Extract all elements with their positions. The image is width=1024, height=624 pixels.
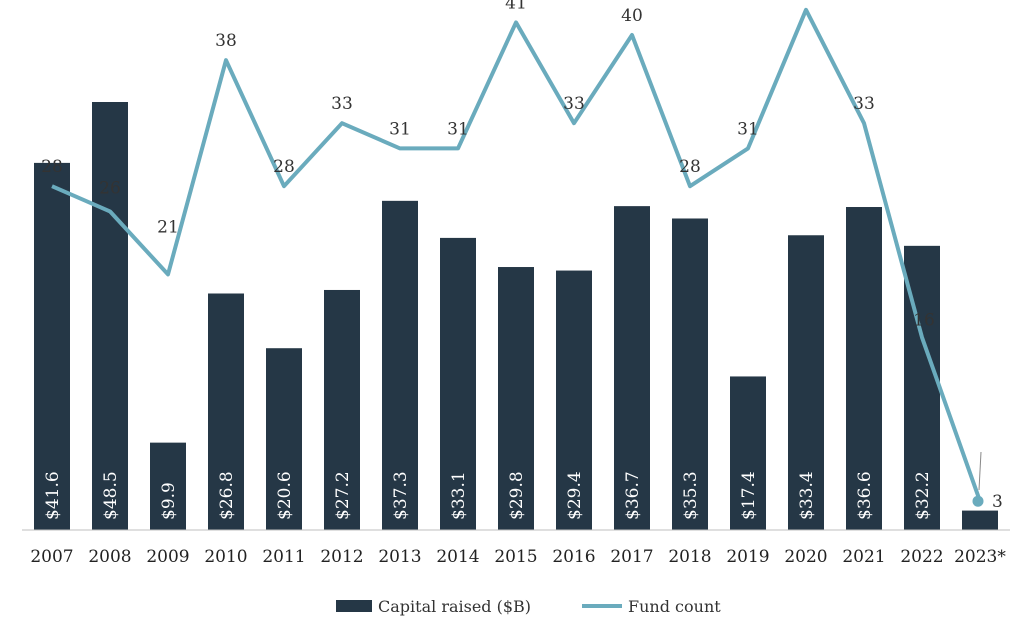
bar-value-label: $41.6 — [43, 471, 63, 520]
fund-count-label: 42 — [795, 0, 817, 1]
bar-2013 — [382, 200, 418, 531]
fund-count-label: 3 — [992, 492, 1003, 512]
fund-count-label: 33 — [853, 94, 875, 114]
legend-swatch-capital — [336, 600, 372, 612]
fund-count-label: 28 — [41, 157, 63, 177]
bar-2012 — [324, 289, 360, 530]
bar-2023* — [962, 510, 998, 530]
bar-2009 — [150, 442, 186, 530]
fund-count-labels: 28 26 21 38 28 33 31 31 41 33 40 28 31 42 33 16 3 — [41, 0, 1003, 512]
fund-count-label: 40 — [621, 6, 643, 26]
bar-value-label: $26.8 — [217, 471, 237, 520]
bar-value-label: $27.2 — [333, 471, 353, 520]
x-tick-label: 2022 — [900, 547, 943, 567]
bar-value-label: $33.1 — [449, 471, 469, 520]
x-tick-label: 2008 — [88, 547, 131, 567]
bar-2011 — [266, 348, 302, 530]
bar-value-label: $36.7 — [623, 471, 643, 520]
bar-2015 — [498, 267, 534, 530]
bar-2010 — [208, 293, 244, 530]
fund-count-label: 33 — [563, 94, 585, 114]
fund-count-series — [51, 7, 984, 507]
x-tick-label: 2020 — [784, 547, 827, 567]
fund-count-label: 26 — [99, 178, 121, 198]
bar-value-label: $20.6 — [275, 471, 295, 520]
bar-label-leader-line — [978, 451, 982, 491]
bar-value-label: $32.2 — [913, 471, 933, 520]
bar-2019 — [730, 376, 766, 530]
fund-count-label: 31 — [737, 119, 759, 139]
bar-value-label: $33.4 — [797, 471, 817, 520]
bar-2020 — [788, 235, 824, 530]
x-tick-label: 2023* — [954, 547, 1006, 567]
legend-label-capital: Capital raised ($B) — [378, 597, 531, 616]
legend: Capital raised ($B) Fund count — [336, 597, 721, 616]
x-tick-label: 2015 — [494, 547, 537, 567]
x-tick-label: 2007 — [30, 547, 73, 567]
bar-value-label: $29.8 — [507, 471, 527, 520]
legend-label-fund: Fund count — [628, 597, 721, 616]
bar-value-label: $29.4 — [565, 471, 585, 520]
x-tick-label: 2019 — [726, 547, 769, 567]
bar-2007 — [34, 162, 70, 530]
x-tick-label: 2013 — [378, 547, 421, 567]
x-tick-label: 2014 — [436, 547, 479, 567]
bar-2008 — [92, 102, 128, 530]
x-axis-ticks: 2007 2008 2009 2010 2011 2012 2013 2014 2015 2016… — [30, 547, 1006, 567]
bar-2014 — [440, 237, 476, 530]
fund-count-label: 28 — [273, 157, 295, 177]
bar-2021 — [846, 207, 882, 530]
bar-value-label: $17.4 — [739, 471, 759, 520]
x-tick-label: 2011 — [262, 547, 305, 567]
fund-count-label: 16 — [913, 310, 935, 330]
fund-count-line — [51, 7, 982, 502]
bar-value-label: $36.6 — [855, 471, 875, 520]
bar-2018 — [672, 218, 708, 530]
x-tick-label: 2016 — [552, 547, 595, 567]
bar-value-label: $2.2 — [969, 410, 989, 448]
x-tick-label: 2017 — [610, 547, 653, 567]
fund-count-label: 33 — [331, 94, 353, 114]
x-tick-label: 2018 — [668, 547, 711, 567]
bar-value-label: $9.9 — [159, 482, 179, 520]
bar-2016 — [556, 270, 592, 530]
fund-count-label: 41 — [505, 0, 527, 13]
x-tick-label: 2009 — [146, 547, 189, 567]
fund-count-label: 21 — [157, 217, 179, 237]
x-tick-label: 2012 — [320, 547, 363, 567]
x-tick-label: 2010 — [204, 547, 247, 567]
bar-value-labels: $41.6 $48.5 $9.9 $26.8 $20.6 $27.2 $37.3 $33.1 $… — [43, 410, 989, 520]
fund-count-label: 31 — [447, 119, 469, 139]
fund-count-label: 31 — [389, 119, 411, 139]
bar-value-label: $48.5 — [101, 471, 121, 520]
x-tick-label: 2021 — [842, 547, 885, 567]
fund-count-label: 28 — [679, 157, 701, 177]
fund-count-point-2023* — [972, 495, 984, 507]
bar-series — [34, 102, 998, 531]
fund-count-label: 38 — [215, 31, 237, 51]
bar-value-label: $35.3 — [681, 471, 701, 520]
bar-value-label: $37.3 — [391, 471, 411, 520]
bar-2017 — [614, 206, 650, 530]
